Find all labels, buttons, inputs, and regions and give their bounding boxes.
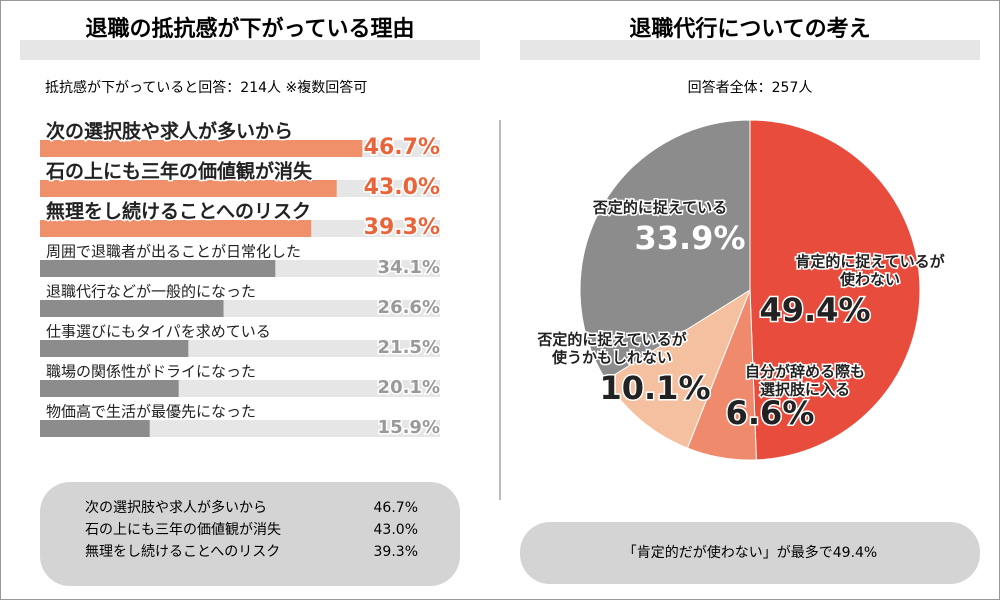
- category-label: 周囲で退職者が出ることが日常化した: [46, 243, 301, 261]
- bar: [40, 220, 312, 237]
- slice-label: 使うかもしれない: [551, 349, 672, 367]
- value-label: 46.7%: [364, 135, 440, 160]
- pie-slice: [579, 119, 751, 381]
- summary-label: 無理をし続けることへのリスク: [85, 543, 280, 560]
- slice-label: 自分が辞める際も: [745, 363, 865, 381]
- summary-box: [40, 482, 460, 586]
- summary-value: 43.0%: [374, 522, 418, 538]
- value-label: 15.9%: [378, 417, 440, 438]
- subtitle: 回答者全体：257人: [688, 79, 813, 96]
- slice-value: 10.1%: [599, 369, 710, 407]
- category-label: 無理をし続けることへのリスク: [46, 200, 311, 223]
- note: 「肯定的だが使わない」が最多で49.4%: [623, 544, 877, 561]
- category-label: 物価高で生活が最優先になった: [46, 403, 256, 421]
- bar: [40, 340, 189, 357]
- category-label: 石の上にも三年の価値観が消失: [45, 160, 313, 183]
- chart-title: 退職の抵抗感が下がっている理由: [86, 16, 415, 42]
- bar: [40, 420, 150, 437]
- subtitle: 抵抗感が下がっていると回答：214人 ※複数回答可: [45, 79, 367, 96]
- slice-label: 否定的に捉えているが: [536, 331, 687, 349]
- bar: [40, 180, 337, 197]
- summary-label: 次の選択肢や求人が多いから: [85, 499, 267, 516]
- category-label: 仕事選びにもタイパを求めている: [46, 323, 271, 341]
- category-label: 退職代行などが一般的になった: [46, 283, 256, 301]
- value-label: 26.6%: [378, 297, 440, 318]
- title-band: [520, 40, 980, 60]
- note-box: [520, 522, 980, 584]
- slice-value: 49.4%: [759, 291, 870, 329]
- bar: [40, 140, 363, 157]
- value-label: 21.5%: [378, 337, 440, 358]
- category-label: 次の選択肢や求人が多いから: [46, 120, 293, 143]
- chart-title: 退職代行についての考え: [629, 16, 870, 42]
- slice-label: 使わない: [839, 271, 900, 289]
- value-label: 43.0%: [364, 175, 440, 200]
- bar: [40, 380, 179, 397]
- value-label: 39.3%: [364, 215, 440, 240]
- title-band: [20, 40, 480, 60]
- slice-label: 肯定的に捉えているが: [795, 253, 945, 271]
- category-label: 職場の関係性がドライになった: [46, 363, 256, 381]
- summary-label: 石の上にも三年の価値観が消失: [85, 521, 281, 538]
- summary-value: 46.7%: [374, 500, 418, 516]
- slice-value: 6.6%: [726, 394, 815, 432]
- summary-value: 39.3%: [374, 544, 418, 560]
- value-label: 20.1%: [378, 377, 440, 398]
- bar: [40, 300, 224, 317]
- pie-slice: [605, 288, 752, 449]
- slice-value: 33.9%: [634, 219, 745, 257]
- slice-label: 否定的に捉えている: [592, 199, 727, 217]
- slice-label: 選択肢に入る: [760, 381, 850, 399]
- bar: [40, 260, 276, 277]
- value-label: 34.1%: [378, 257, 440, 278]
- pie-slice: [749, 119, 921, 461]
